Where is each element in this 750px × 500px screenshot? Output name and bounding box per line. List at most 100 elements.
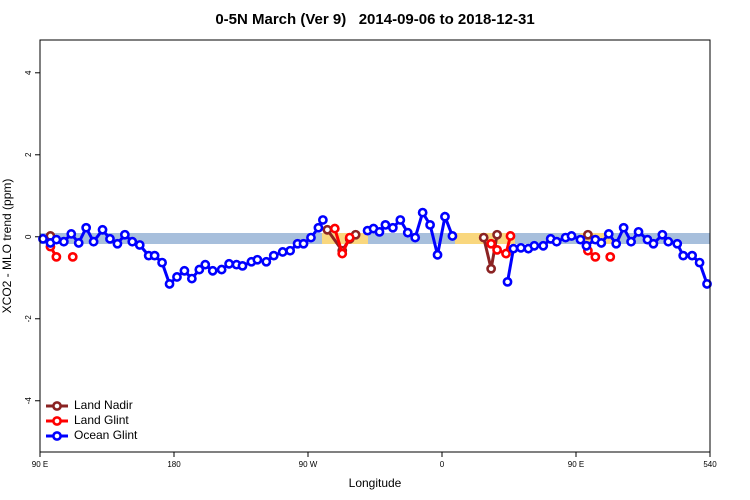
data-point	[566, 231, 577, 241]
legend-marker	[52, 416, 62, 426]
data-point	[618, 222, 629, 233]
data-point	[344, 232, 355, 243]
data-point	[252, 254, 263, 265]
data-point	[51, 251, 62, 262]
data-point	[119, 229, 130, 240]
data-point	[486, 238, 497, 249]
data-point	[38, 233, 48, 244]
x-tick-label: 540	[703, 460, 717, 469]
legend-label: Land Nadir	[74, 398, 133, 412]
data-point	[425, 219, 435, 230]
data-point	[633, 226, 644, 237]
legend-label: Land Glint	[74, 413, 129, 427]
data-point	[268, 250, 279, 261]
data-point	[440, 211, 450, 222]
data-point	[216, 264, 227, 275]
data-point	[186, 273, 197, 284]
data-point	[261, 256, 272, 267]
data-point	[395, 215, 406, 225]
data-point	[322, 224, 333, 235]
data-point	[58, 236, 69, 247]
data-point	[486, 263, 497, 274]
data-point	[626, 236, 636, 247]
reference-band	[40, 233, 710, 244]
data-point	[672, 238, 683, 249]
data-point	[581, 240, 592, 251]
data-point	[447, 231, 458, 241]
data-point	[417, 207, 428, 218]
data-point	[538, 240, 549, 251]
data-point	[88, 236, 99, 247]
data-point	[127, 236, 138, 247]
data-point	[66, 229, 77, 239]
data-point	[200, 259, 211, 270]
data-point	[112, 238, 123, 249]
data-point	[702, 279, 712, 289]
data-point	[149, 250, 160, 261]
legend-label: Ocean Glint	[74, 428, 138, 442]
data-point	[67, 251, 78, 262]
data-point	[583, 229, 593, 240]
data-point	[478, 232, 489, 243]
data-point	[51, 234, 62, 245]
data-point	[678, 250, 689, 261]
data-point	[179, 265, 190, 276]
data-point	[285, 245, 296, 256]
y-tick-label: -2	[24, 315, 33, 323]
data-point	[501, 248, 511, 259]
data-point	[694, 257, 705, 268]
data-point	[194, 264, 205, 275]
data-point	[575, 234, 586, 245]
x-tick-label: 0	[440, 460, 445, 469]
data-point	[529, 240, 540, 251]
data-point	[337, 248, 348, 259]
data-point	[317, 215, 328, 225]
data-point	[432, 249, 443, 260]
data-point	[603, 229, 614, 239]
data-point	[207, 265, 218, 276]
data-point	[502, 276, 513, 287]
x-axis-label: Longitude	[349, 476, 402, 490]
data-point	[551, 236, 562, 247]
data-point	[505, 231, 516, 241]
data-point	[237, 260, 248, 271]
data-point	[306, 232, 316, 243]
data-point	[224, 258, 234, 269]
data-point	[81, 222, 92, 233]
legend-marker	[52, 401, 62, 411]
data-point	[298, 238, 309, 249]
x-tick-label: 90 E	[32, 460, 48, 469]
data-point	[611, 238, 622, 249]
data-point	[596, 238, 607, 248]
data-point	[277, 247, 288, 257]
data-point	[492, 244, 502, 255]
x-tick-label: 180	[167, 460, 181, 469]
y-tick-label: 2	[24, 152, 33, 157]
x-tick-label: 90 E	[568, 460, 584, 469]
data-point	[172, 272, 182, 282]
plot-frame	[39, 39, 711, 453]
data-point	[605, 251, 616, 262]
data-point	[134, 240, 145, 250]
y-axis-label: XCO2 - MLO trend (ppm)	[0, 179, 14, 314]
data-point	[329, 223, 340, 234]
data-point	[590, 251, 601, 262]
legend-marker	[52, 431, 62, 441]
y-tick-label: 4	[24, 70, 33, 75]
x-tick-label: 90 W	[299, 460, 318, 469]
data-point	[508, 243, 519, 254]
data-point	[97, 224, 108, 235]
data-point	[687, 250, 698, 261]
data-point	[313, 222, 324, 233]
data-point	[516, 242, 526, 253]
plot-area: 90 E 180 90 W 0 90 E 540 -4 -2 0 2 4	[24, 70, 717, 469]
data-point	[648, 238, 659, 249]
data-point	[492, 229, 502, 240]
data-point	[380, 219, 391, 230]
data-point	[73, 238, 84, 248]
data-point	[410, 232, 421, 243]
chart-title: 0-5N March (Ver 9) 2014-09-06 to 2018-12…	[215, 11, 534, 28]
data-point	[105, 233, 115, 244]
